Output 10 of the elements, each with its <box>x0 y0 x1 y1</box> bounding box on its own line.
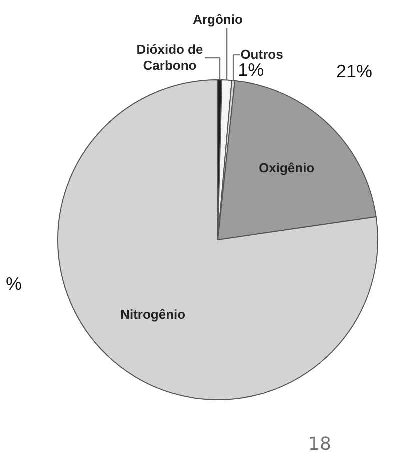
slice-label: Oxigênio <box>259 160 315 176</box>
slice-label: Dióxido de Carbono <box>136 42 204 73</box>
pie-slice <box>58 80 378 400</box>
text: 18 <box>308 434 332 455</box>
slice-label: Argônio <box>193 12 243 27</box>
data-label: 1% <box>238 60 264 80</box>
slice-label: Nitrogênio <box>120 307 186 322</box>
data-label: % <box>6 274 22 294</box>
slice-label: Outros <box>240 47 284 62</box>
data-label: 21% <box>336 62 373 82</box>
